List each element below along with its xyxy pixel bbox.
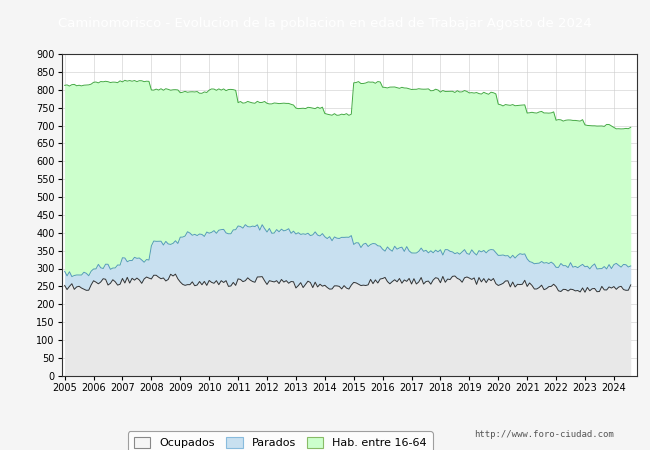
Text: http://www.foro-ciudad.com: http://www.foro-ciudad.com — [474, 430, 614, 439]
Legend: Ocupados, Parados, Hab. entre 16-64: Ocupados, Parados, Hab. entre 16-64 — [128, 431, 432, 450]
Text: Caminomorisco - Evolucion de la poblacion en edad de Trabajar Agosto de 2024: Caminomorisco - Evolucion de la poblacio… — [58, 17, 592, 30]
